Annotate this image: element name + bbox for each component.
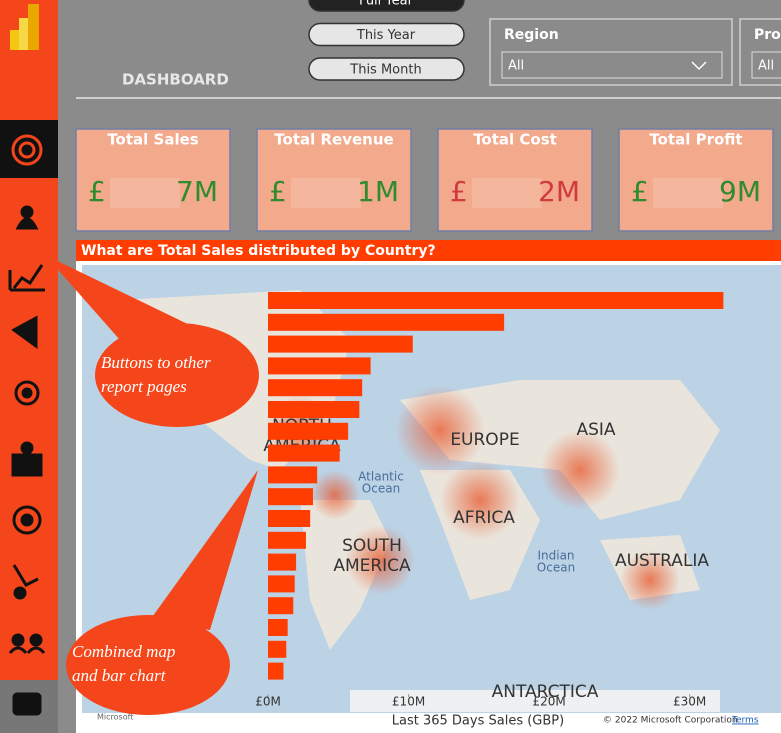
bar: [268, 357, 371, 375]
kpi-title: Total Sales: [107, 131, 198, 149]
period-button-label: This Month: [349, 63, 421, 78]
dropdown-arrow: [691, 61, 707, 71]
x-axis-title: Last 365 Days Sales (GBP): [392, 714, 564, 729]
powerbi-logo: [10, 4, 39, 50]
kpi-blur: [472, 178, 542, 208]
header-title: DASHBOARD: [122, 71, 229, 89]
bar: [268, 466, 318, 484]
slicer-value: All: [758, 59, 774, 74]
kpi-suffix: 2M: [538, 175, 580, 208]
bar: [268, 335, 413, 353]
selected-nav: [0, 120, 58, 178]
map-label: EUROPE: [450, 430, 519, 450]
bar: [268, 422, 349, 440]
chart-title: What are Total Sales distributed by Coun…: [81, 243, 436, 259]
slicer: [489, 18, 733, 86]
slicer-label: Pro: [754, 27, 781, 43]
bar: [268, 553, 297, 571]
callout-text: and bar chart: [72, 666, 167, 685]
kpi-title: Total Revenue: [274, 131, 393, 149]
kpi-prefix: £: [88, 175, 106, 208]
map-label: Indian: [537, 549, 574, 563]
callout: [95, 323, 259, 427]
period-button-label: Full Year: [359, 0, 414, 9]
callout-tail: [45, 255, 200, 340]
nav-icons[interactable]: [8, 134, 46, 716]
map-label: ASIA: [576, 420, 615, 440]
bar: [268, 444, 340, 462]
bar: [268, 531, 306, 549]
map-brand: Microsoft: [97, 713, 133, 722]
callout-text: report pages: [101, 377, 187, 396]
chart-title-bar: [76, 240, 781, 261]
bar: [268, 292, 724, 309]
map-label: AMERICA: [333, 556, 411, 576]
kpi-blur: [653, 178, 723, 208]
slicer: [739, 18, 781, 86]
slicer-value: All: [508, 59, 524, 74]
bar: [268, 510, 311, 527]
kpi-title: Total Profit: [649, 131, 742, 149]
kpi-suffix: 7M: [176, 175, 218, 208]
kpi-suffix: 9M: [719, 175, 761, 208]
period-button[interactable]: [308, 0, 465, 12]
period-button-label: This Year: [356, 28, 416, 43]
map-label: SOUTH: [342, 536, 402, 556]
kpi-blur: [291, 178, 361, 208]
slicer-label: Region: [504, 27, 559, 43]
kpi-title: Total Cost: [473, 131, 557, 149]
bar: [268, 379, 363, 397]
bar: [268, 488, 313, 506]
map-label: ANTARCTICA: [492, 682, 599, 702]
slicer-dropdown[interactable]: [501, 51, 723, 79]
kpi-prefix: £: [631, 175, 649, 208]
kpi-suffix: 1M: [357, 175, 399, 208]
bar: [268, 640, 287, 658]
bar: [268, 401, 360, 418]
callout: [66, 615, 230, 715]
kpi-blur: [110, 178, 180, 208]
bar: [268, 575, 295, 593]
map-label: Atlantic: [358, 470, 404, 484]
bar: [268, 597, 294, 615]
kpi-prefix: £: [450, 175, 468, 208]
map-terms: Terms: [731, 716, 759, 726]
map-label: Ocean: [362, 482, 400, 496]
callout-text: Buttons to other: [101, 353, 211, 372]
bar: [268, 313, 505, 331]
callout-tail: [150, 470, 258, 630]
period-button[interactable]: [308, 22, 465, 47]
bar: [268, 662, 284, 680]
bar: [268, 619, 288, 636]
callout-text: Combined map: [72, 642, 175, 661]
x-tick-label: £30M: [673, 695, 706, 709]
map-copyright: © 2022 Microsoft Corporation: [603, 716, 738, 726]
map-label: Ocean: [537, 561, 575, 575]
period-button[interactable]: [308, 57, 465, 81]
map-label: AFRICA: [453, 508, 515, 528]
sidebar: [0, 0, 58, 733]
x-tick-label: £0M: [255, 695, 281, 709]
x-tick-label: £10M: [392, 695, 425, 709]
map-label: AUSTRALIA: [615, 551, 709, 571]
x-tick-label: £20M: [532, 695, 565, 709]
slicer-dropdown[interactable]: [751, 51, 781, 79]
kpi-prefix: £: [269, 175, 287, 208]
